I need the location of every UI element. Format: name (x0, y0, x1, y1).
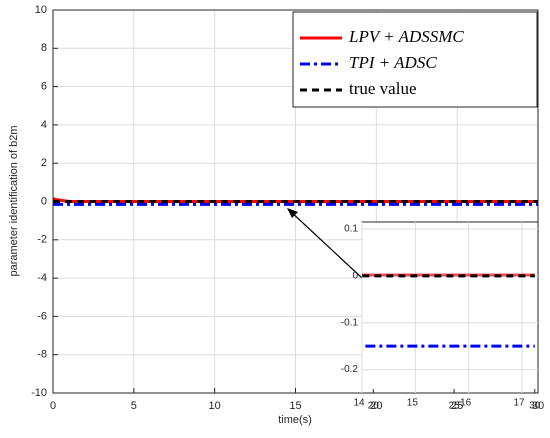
arrow-head (287, 208, 298, 218)
plot-frame (52, 9, 539, 394)
x-tick-label: 5 (131, 400, 137, 412)
inset-x-tick-label: 16 (460, 398, 472, 409)
series-group (53, 197, 538, 206)
annotation-arrow (288, 209, 363, 279)
x-tick-label: 25 (451, 400, 463, 412)
legend (292, 11, 538, 108)
y-tick-label: -4 (37, 272, 47, 284)
inset-x-tick-label: 14 (353, 398, 365, 409)
y-tick-label: 10 (35, 4, 47, 16)
y-axis-label: parameter identification of b2m (8, 125, 20, 276)
y-tick-label: 2 (41, 157, 47, 169)
x-tick-label: 20 (370, 400, 382, 412)
inset-x-tick-label: 30 (529, 401, 541, 412)
inset-y-tick-label: -0.2 (341, 364, 359, 375)
line-series (53, 197, 538, 203)
legend-label: TPI + ADSC (349, 53, 437, 72)
inset-x-tick-label: 17 (513, 398, 525, 409)
y-tick-label: 8 (41, 42, 47, 54)
inset-x-tick-label: 15 (407, 398, 419, 409)
y-tick-label: -6 (37, 310, 47, 322)
inset-y-tick-label: 0 (352, 271, 358, 282)
y-tick-label: 4 (41, 119, 47, 131)
x-tick-label: 0 (50, 400, 56, 412)
x-tick-label: 15 (289, 400, 301, 412)
y-tick-label: -10 (31, 387, 47, 399)
y-tick-label: 6 (41, 81, 47, 93)
inset-x-tick-label: 20 (368, 401, 380, 412)
legend-label: LPV + ADSSMC (348, 27, 464, 46)
inset-x-tick-label: 25 (448, 401, 460, 412)
y-tick-label: -8 (37, 349, 47, 361)
x-axis-label: time(s) (278, 414, 312, 426)
inset-frame (361, 221, 539, 394)
x-tick-label: 30 (532, 400, 544, 412)
x-tick-label: 10 (209, 400, 221, 412)
inset-y-tick-label: -0.1 (341, 317, 359, 328)
inset-series-group (362, 273, 535, 348)
inset-y-tick-label: 0.1 (344, 224, 358, 235)
y-tick-label: -2 (37, 234, 47, 246)
y-tick-label: 0 (41, 195, 47, 207)
legend-label: true value (349, 79, 417, 98)
